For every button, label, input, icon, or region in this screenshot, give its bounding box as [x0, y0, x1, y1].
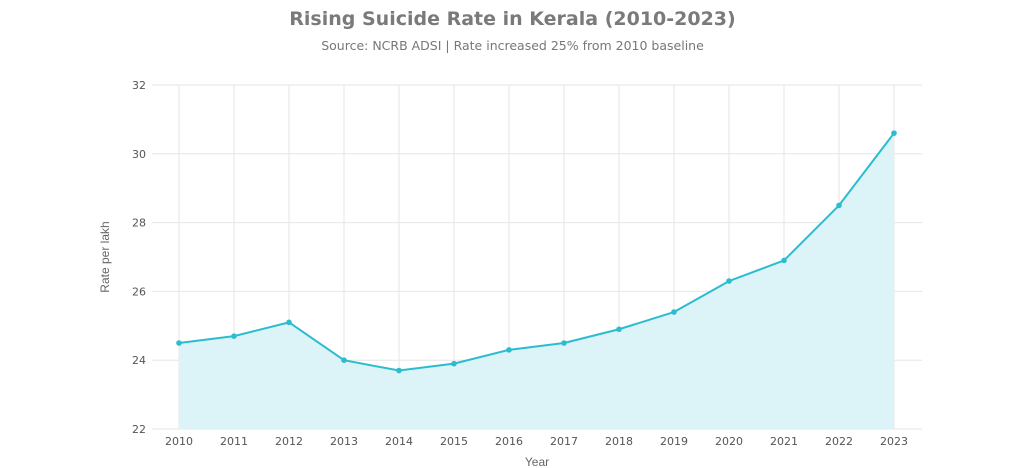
x-tick-label: 2021: [770, 435, 798, 448]
data-point: [451, 360, 457, 367]
y-tick-label: 30: [132, 148, 146, 161]
y-axis-ticks: 22 24 26 28 30 32: [132, 79, 146, 436]
x-tick-label: 2018: [605, 435, 633, 448]
data-point: [781, 257, 787, 264]
data-point: [506, 347, 512, 353]
data-point: [726, 278, 732, 284]
chart-subtitle: Source: NCRB ADSI | Rate increased 25% f…: [321, 38, 704, 53]
series-line: [178, 132, 895, 372]
x-tick-label: 2016: [495, 435, 523, 448]
area-fill-layer: [179, 133, 894, 429]
x-tick-label: 2011: [220, 435, 248, 448]
y-tick-label: 22: [132, 423, 146, 436]
data-point: [231, 333, 237, 339]
data-point: [836, 202, 842, 209]
y-tick-label: 24: [132, 354, 146, 367]
data-point: [561, 340, 567, 346]
y-axis-title: Rate per lakh: [98, 221, 112, 292]
x-tick-label: 2019: [660, 435, 688, 448]
x-axis-ticks: 2010 2011 2012 2013 2014 2015 2016 2017 2018 2019…: [165, 435, 908, 448]
data-point: [341, 357, 347, 364]
x-axis-title: Year: [525, 455, 549, 468]
y-tick-label: 28: [132, 217, 146, 230]
y-tick-label: 26: [132, 285, 146, 298]
data-point: [396, 367, 402, 374]
x-tick-label: 2020: [715, 435, 743, 448]
chart-title: Rising Suicide Rate in Kerala (2010-2023…: [289, 8, 736, 30]
data-points: [176, 130, 897, 374]
data-point: [616, 326, 622, 333]
x-tick-label: 2022: [825, 435, 853, 448]
x-tick-label: 2015: [440, 435, 468, 448]
x-tick-label: 2010: [165, 435, 193, 448]
x-tick-label: 2017: [550, 435, 578, 448]
series-line-layer: [178, 132, 895, 372]
data-point: [286, 319, 292, 326]
x-tick-label: 2012: [275, 435, 303, 448]
x-tick-label: 2014: [385, 435, 413, 448]
x-tick-label: 2013: [330, 435, 358, 448]
data-point: [671, 309, 677, 315]
data-point: [176, 340, 182, 346]
area-fill: [179, 133, 894, 429]
data-point: [891, 130, 897, 136]
x-tick-label: 2023: [880, 435, 908, 448]
y-tick-label: 32: [132, 79, 146, 92]
